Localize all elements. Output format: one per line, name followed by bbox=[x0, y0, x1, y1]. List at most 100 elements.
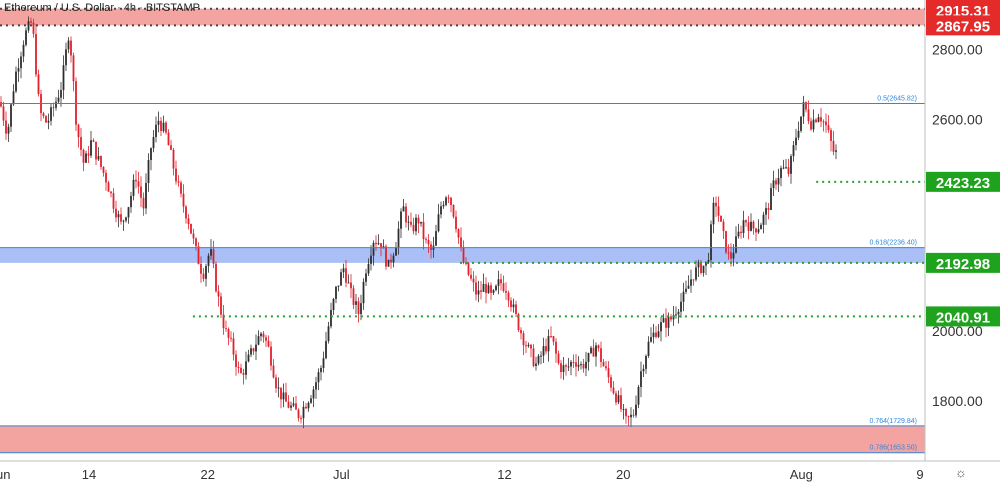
candle-body bbox=[610, 377, 612, 388]
candle-body bbox=[622, 409, 625, 411]
fib-label: 0.764(1729.84) bbox=[870, 418, 917, 425]
x-tick-label: Jun bbox=[0, 467, 10, 482]
candle-body bbox=[507, 292, 510, 301]
candle-body bbox=[750, 221, 752, 231]
candles-layer bbox=[0, 16, 837, 429]
candle-body bbox=[22, 44, 25, 57]
candle-body bbox=[810, 121, 812, 130]
candle-body bbox=[365, 273, 367, 282]
candle-body bbox=[500, 279, 502, 284]
candle-body bbox=[800, 116, 802, 131]
candle-body bbox=[465, 262, 467, 264]
candle-body bbox=[682, 291, 685, 302]
candle-body bbox=[680, 301, 682, 312]
candle-body bbox=[555, 341, 557, 354]
candle-body bbox=[577, 364, 580, 367]
candle-body bbox=[292, 403, 295, 406]
gear-icon[interactable]: ☼ bbox=[955, 465, 967, 480]
candle-body bbox=[187, 218, 190, 224]
candle-body bbox=[482, 283, 485, 292]
candle-body bbox=[470, 274, 472, 279]
candle-body bbox=[285, 392, 287, 402]
candle-body bbox=[722, 221, 725, 232]
candle-body bbox=[617, 395, 620, 403]
candle-body bbox=[812, 119, 815, 130]
candle-body bbox=[702, 265, 705, 273]
x-tick-label: 14 bbox=[82, 467, 96, 482]
candle-body bbox=[790, 156, 792, 174]
candle-body bbox=[397, 228, 400, 248]
price-label-box bbox=[926, 306, 1000, 327]
candle-body bbox=[72, 55, 75, 82]
price-label-box bbox=[926, 15, 1000, 36]
candle-body bbox=[775, 180, 777, 185]
candle-body bbox=[762, 214, 765, 225]
x-tick-label: 9 bbox=[916, 467, 923, 482]
candle-body bbox=[525, 345, 527, 347]
candle-body bbox=[52, 107, 55, 109]
candle-body bbox=[165, 122, 167, 133]
candle-body bbox=[747, 222, 750, 231]
candle-body bbox=[302, 406, 305, 419]
candle-body bbox=[112, 193, 115, 209]
candle-body bbox=[487, 285, 490, 294]
candle-body bbox=[442, 204, 445, 207]
candle-body bbox=[130, 195, 132, 208]
price-axis: 2800.00 2600.00 2000.00 1800.00 bbox=[932, 41, 983, 409]
candle-body bbox=[807, 109, 810, 122]
candle-body bbox=[602, 361, 605, 367]
candle-body bbox=[5, 120, 7, 134]
candle-body bbox=[32, 22, 35, 34]
candle-body bbox=[795, 137, 797, 146]
candle-body bbox=[827, 125, 830, 131]
candle-body bbox=[467, 262, 470, 275]
price-label-box bbox=[926, 0, 1000, 20]
candle-body bbox=[392, 255, 395, 263]
candle-body bbox=[197, 246, 200, 265]
candle-body bbox=[447, 197, 450, 199]
candle-body bbox=[60, 90, 62, 98]
candle-body bbox=[215, 263, 217, 292]
candle-body bbox=[30, 21, 32, 23]
candle-body bbox=[107, 182, 110, 192]
candle-body bbox=[177, 181, 180, 183]
candle-body bbox=[90, 140, 92, 156]
candle-body bbox=[42, 113, 45, 117]
candle-body bbox=[12, 91, 15, 105]
candle-body bbox=[520, 330, 522, 334]
candle-body bbox=[517, 313, 520, 331]
candle-body bbox=[265, 337, 267, 341]
candle-body bbox=[0, 102, 2, 107]
candle-body bbox=[742, 220, 745, 233]
candle-body bbox=[402, 206, 405, 212]
candle-body bbox=[377, 243, 380, 245]
candle-body bbox=[200, 264, 202, 274]
candle-body bbox=[320, 367, 322, 373]
candle-body bbox=[692, 279, 695, 281]
candle-body bbox=[632, 414, 635, 416]
candle-body bbox=[80, 137, 82, 150]
candle-body bbox=[65, 49, 67, 66]
candle-body bbox=[50, 107, 52, 121]
candle-body bbox=[150, 148, 152, 161]
candle-body bbox=[57, 97, 60, 102]
candle-body bbox=[472, 278, 475, 283]
candle-body bbox=[297, 409, 300, 419]
candle-body bbox=[727, 252, 730, 254]
candle-body bbox=[132, 179, 135, 196]
candle-body bbox=[240, 367, 242, 373]
candle-body bbox=[385, 246, 387, 267]
candle-body bbox=[145, 183, 147, 209]
candle-body bbox=[752, 221, 755, 229]
candle-body bbox=[647, 341, 650, 356]
candle-body bbox=[685, 288, 687, 292]
candle-body bbox=[592, 347, 595, 357]
candle-body bbox=[7, 126, 10, 134]
candle-body bbox=[277, 387, 280, 389]
candle-body bbox=[97, 155, 100, 160]
candle-body bbox=[372, 242, 375, 256]
candle-body bbox=[580, 364, 582, 366]
y-tick-label: 2600.00 bbox=[932, 112, 983, 128]
candle-body bbox=[590, 347, 592, 353]
